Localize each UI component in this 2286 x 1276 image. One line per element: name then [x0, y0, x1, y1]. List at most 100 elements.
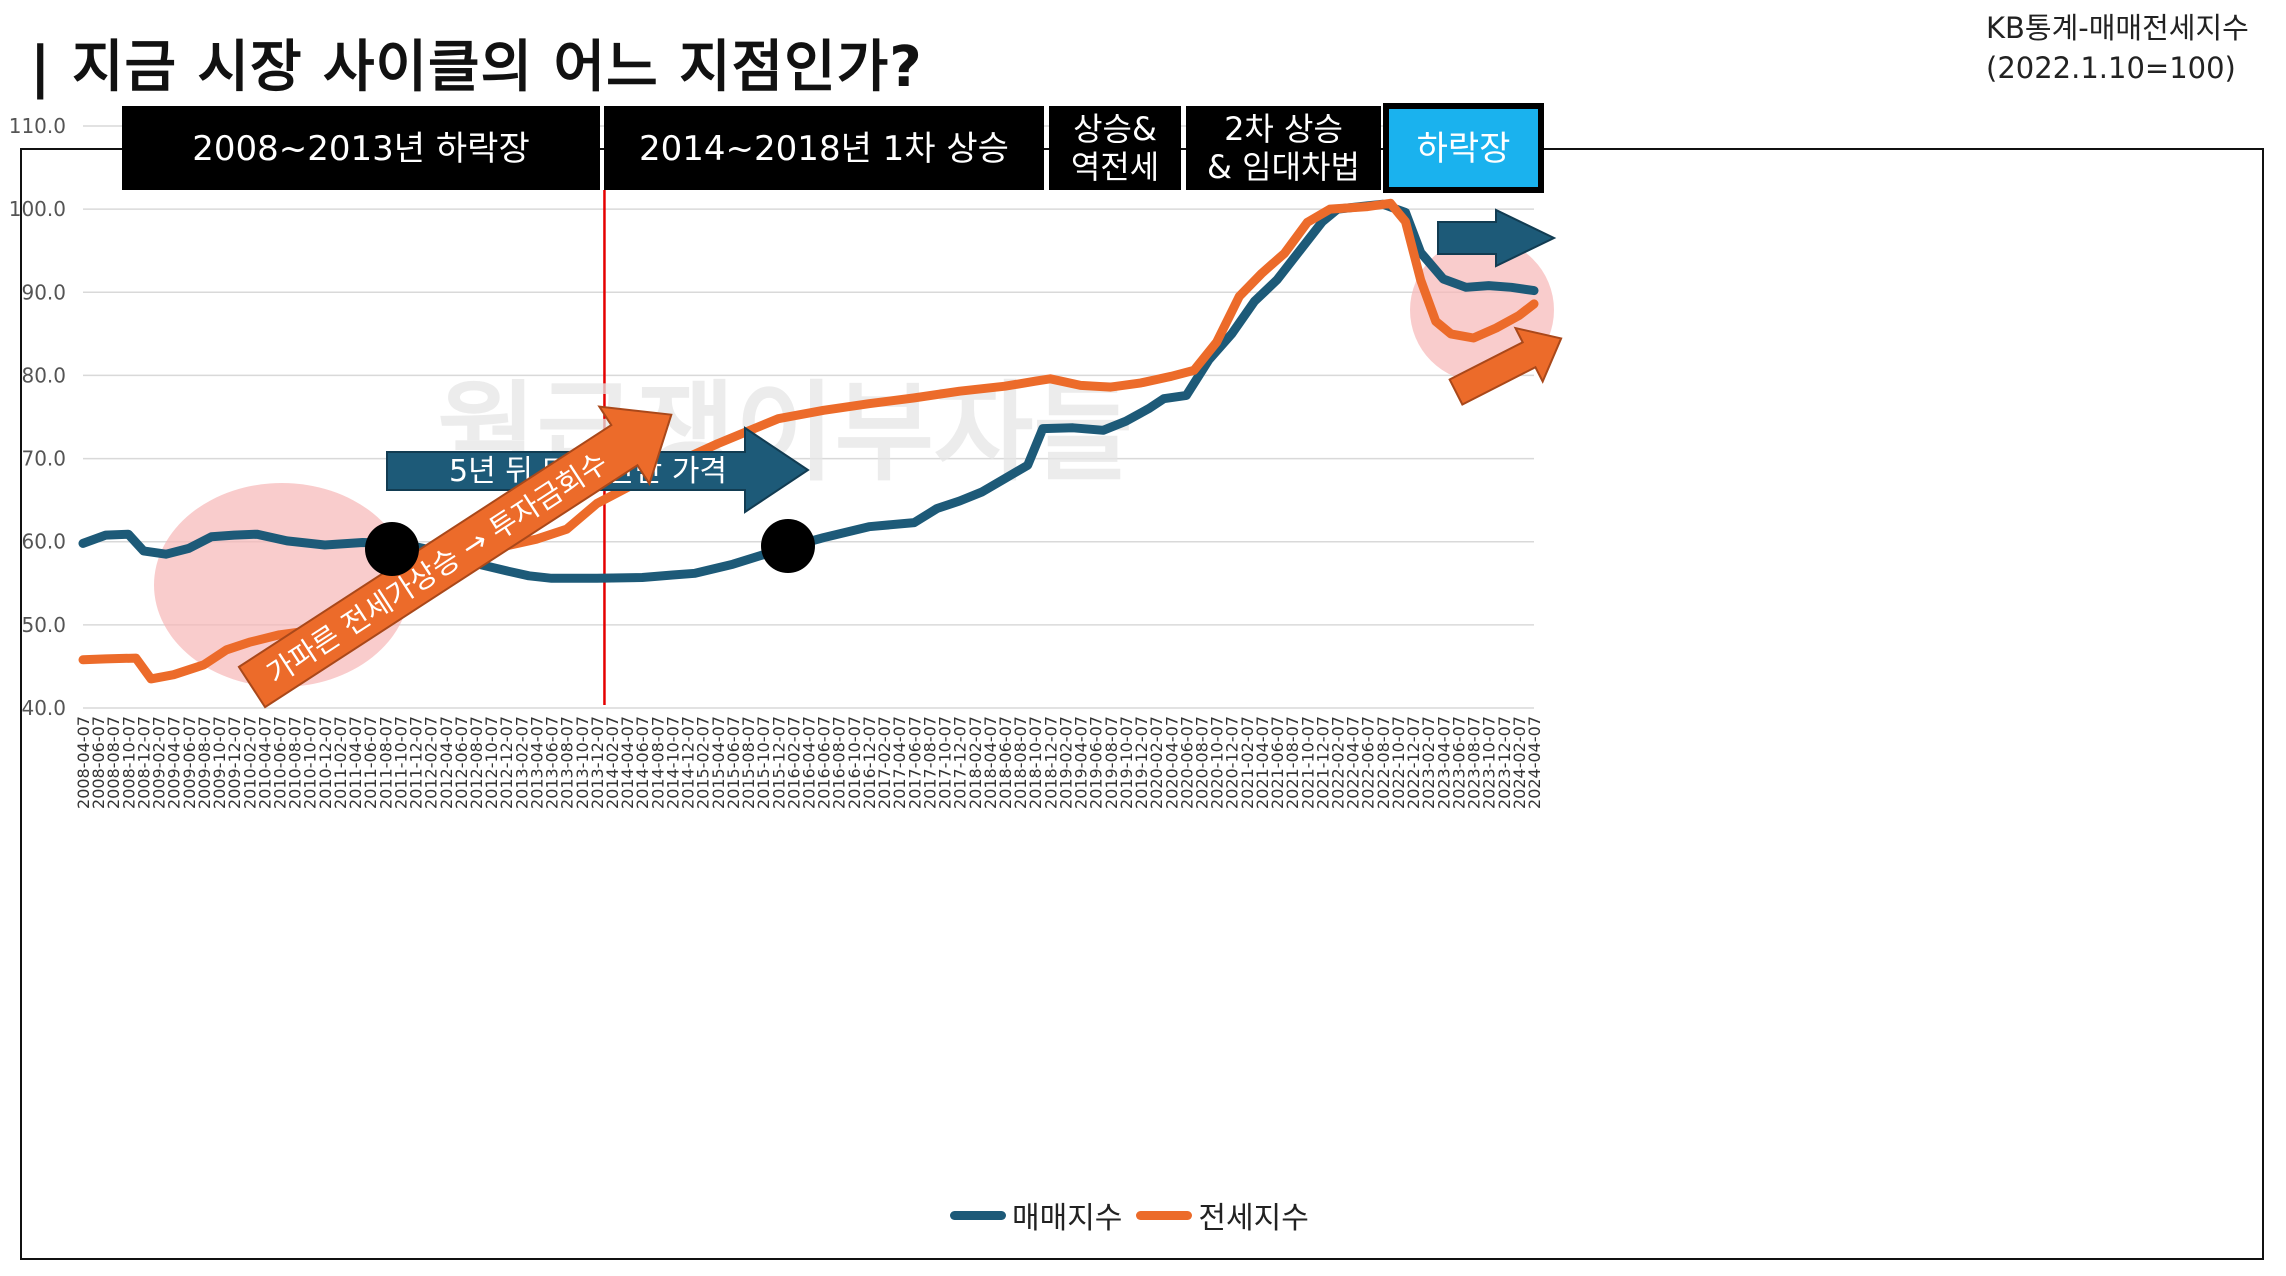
- x-tick-label: 2014-04-07: [618, 716, 637, 809]
- y-tick-label: 40.0: [21, 696, 66, 720]
- x-tick-label: 2011-06-07: [361, 716, 380, 809]
- x-tick-label: 2008-10-07: [119, 716, 138, 809]
- x-tick-label: 2021-12-07: [1313, 716, 1332, 809]
- arrow-trend-sale: [1437, 208, 1557, 268]
- x-tick-label: 2009-10-07: [210, 716, 229, 809]
- x-tick-label: 2008-08-07: [104, 716, 123, 809]
- x-tick-label: 2022-10-07: [1389, 716, 1408, 809]
- x-tick-label: 2021-04-07: [1253, 716, 1272, 809]
- marker-dot-2011: [365, 522, 419, 576]
- x-tick-label: 2010-06-07: [270, 716, 289, 809]
- x-tick-label: 2011-02-07: [331, 716, 350, 809]
- phase-label-4: & 임대차법: [1207, 148, 1360, 186]
- x-tick-label: 2019-06-07: [1087, 716, 1106, 809]
- x-tick-label: 2010-08-07: [286, 716, 305, 809]
- x-tick-label: 2022-04-07: [1344, 716, 1363, 809]
- x-tick-label: 2010-02-07: [240, 716, 259, 809]
- x-tick-label: 2015-12-07: [769, 716, 788, 809]
- x-tick-label: 2010-04-07: [255, 716, 274, 809]
- marker-dot-2016: [761, 519, 815, 573]
- x-tick-label: 2012-06-07: [452, 716, 471, 809]
- x-tick-label: 2016-08-07: [830, 716, 849, 809]
- source-note: KB통계-매매전세지수 (2022.1.10=100): [1986, 8, 2286, 88]
- x-tick-label: 2010-10-07: [301, 716, 320, 809]
- legend: 매매지수 전세지수: [950, 1193, 1309, 1237]
- y-tick-label: 90.0: [21, 280, 66, 304]
- x-tick-label: 2021-08-07: [1283, 716, 1302, 809]
- y-tick-label: 80.0: [21, 363, 66, 387]
- x-tick-label: 2019-02-07: [1056, 716, 1075, 809]
- x-tick-label: 2023-08-07: [1465, 716, 1484, 809]
- x-tick-label: 2023-06-07: [1449, 716, 1468, 809]
- x-tick-label: 2017-12-07: [951, 716, 970, 809]
- phase-label-3: 역전세: [1071, 148, 1159, 186]
- phase-box-2: [604, 106, 1044, 190]
- x-tick-label: 2019-12-07: [1132, 716, 1151, 809]
- x-tick-label: 2022-12-07: [1404, 716, 1423, 809]
- x-tick-label: 2023-10-07: [1480, 716, 1499, 809]
- legend-item-jeonse: 전세지수: [1136, 1193, 1309, 1237]
- x-tick-label: 2016-12-07: [860, 716, 879, 809]
- x-tick-label: 2020-04-07: [1162, 716, 1181, 809]
- x-tick-label: 2015-02-07: [694, 716, 713, 809]
- x-tick-label: 2017-08-07: [920, 716, 939, 809]
- phase-label-4: 2차 상승: [1224, 110, 1343, 148]
- x-tick-label: 2022-02-07: [1329, 716, 1348, 809]
- x-tick-label: 2024-02-07: [1510, 716, 1529, 809]
- x-tick-label: 2013-12-07: [588, 716, 607, 809]
- x-tick-label: 2012-08-07: [467, 716, 486, 809]
- x-tick-label: 2013-08-07: [558, 716, 577, 809]
- arrow-orange: [237, 405, 673, 709]
- x-tick-label: 2009-02-07: [150, 716, 169, 809]
- legend-swatch-sale: [950, 1210, 1006, 1220]
- x-tick-label: 2017-02-07: [875, 716, 894, 809]
- x-tick-label: 2021-10-07: [1298, 716, 1317, 809]
- x-tick-label: 2011-10-07: [391, 716, 410, 809]
- x-tick-label: 2009-06-07: [180, 716, 199, 809]
- x-tick-label: 2019-08-07: [1102, 716, 1121, 809]
- x-tick-label: 2018-08-07: [1011, 716, 1030, 809]
- x-tick-label: 2013-10-07: [573, 716, 592, 809]
- x-tick-label: 2017-10-07: [936, 716, 955, 809]
- x-tick-label: 2013-02-07: [512, 716, 531, 809]
- x-tick-label: 2017-06-07: [905, 716, 924, 809]
- legend-label-jeonse: 전세지수: [1198, 1201, 1309, 1236]
- x-tick-label: 2011-08-07: [376, 716, 395, 809]
- x-tick-label: 2023-02-07: [1419, 716, 1438, 809]
- phase-label-2: 2014~2018년 1차 상승: [639, 129, 1009, 169]
- x-tick-label: 2020-12-07: [1223, 716, 1242, 809]
- y-tick-label: 60.0: [21, 530, 66, 554]
- x-tick-label: 2014-12-07: [679, 716, 698, 809]
- x-tick-label: 2024-04-07: [1525, 716, 1544, 809]
- legend-item-sale: 매매지수: [950, 1193, 1122, 1237]
- x-tick-label: 2019-10-07: [1117, 716, 1136, 809]
- source-line-2: (2022.1.10=100): [1986, 51, 2236, 85]
- x-tick-label: 2011-04-07: [346, 716, 365, 809]
- x-tick-label: 2018-06-07: [996, 716, 1015, 809]
- arrow-trend-jeonse-group: [1448, 326, 1563, 406]
- x-tick-label: 2018-04-07: [981, 716, 1000, 809]
- legend-label-sale: 매매지수: [1012, 1201, 1123, 1236]
- x-tick-label: 2016-10-07: [845, 716, 864, 809]
- phase-box-4: [1186, 106, 1381, 190]
- source-line-1: KB통계-매매전세지수: [1986, 11, 2249, 45]
- x-tick-label: 2013-06-07: [543, 716, 562, 809]
- phase-label-3: 상승&: [1073, 110, 1157, 148]
- phase-box-1: [122, 106, 600, 190]
- x-tick-label: 2012-10-07: [482, 716, 501, 809]
- x-tick-label: 2023-12-07: [1495, 716, 1514, 809]
- x-tick-label: 2009-08-07: [195, 716, 214, 809]
- x-tick-label: 2019-04-07: [1072, 716, 1091, 809]
- x-tick-label: 2021-02-07: [1238, 716, 1257, 809]
- x-tick-label: 2014-06-07: [633, 716, 652, 809]
- x-tick-label: 2014-10-07: [663, 716, 682, 809]
- legend-swatch-jeonse: [1136, 1210, 1193, 1220]
- phase-box-5: [1383, 103, 1544, 193]
- x-tick-label: 2015-08-07: [739, 716, 758, 809]
- arrow-trend-jeonse: [1448, 326, 1563, 406]
- phase-label-5: 하락장: [1417, 129, 1511, 169]
- x-tick-label: 2018-12-07: [1041, 716, 1060, 809]
- page-title: | 지금 시장 사이클의 어느 지점인가?: [30, 35, 923, 100]
- x-tick-label: 2011-12-07: [407, 716, 426, 809]
